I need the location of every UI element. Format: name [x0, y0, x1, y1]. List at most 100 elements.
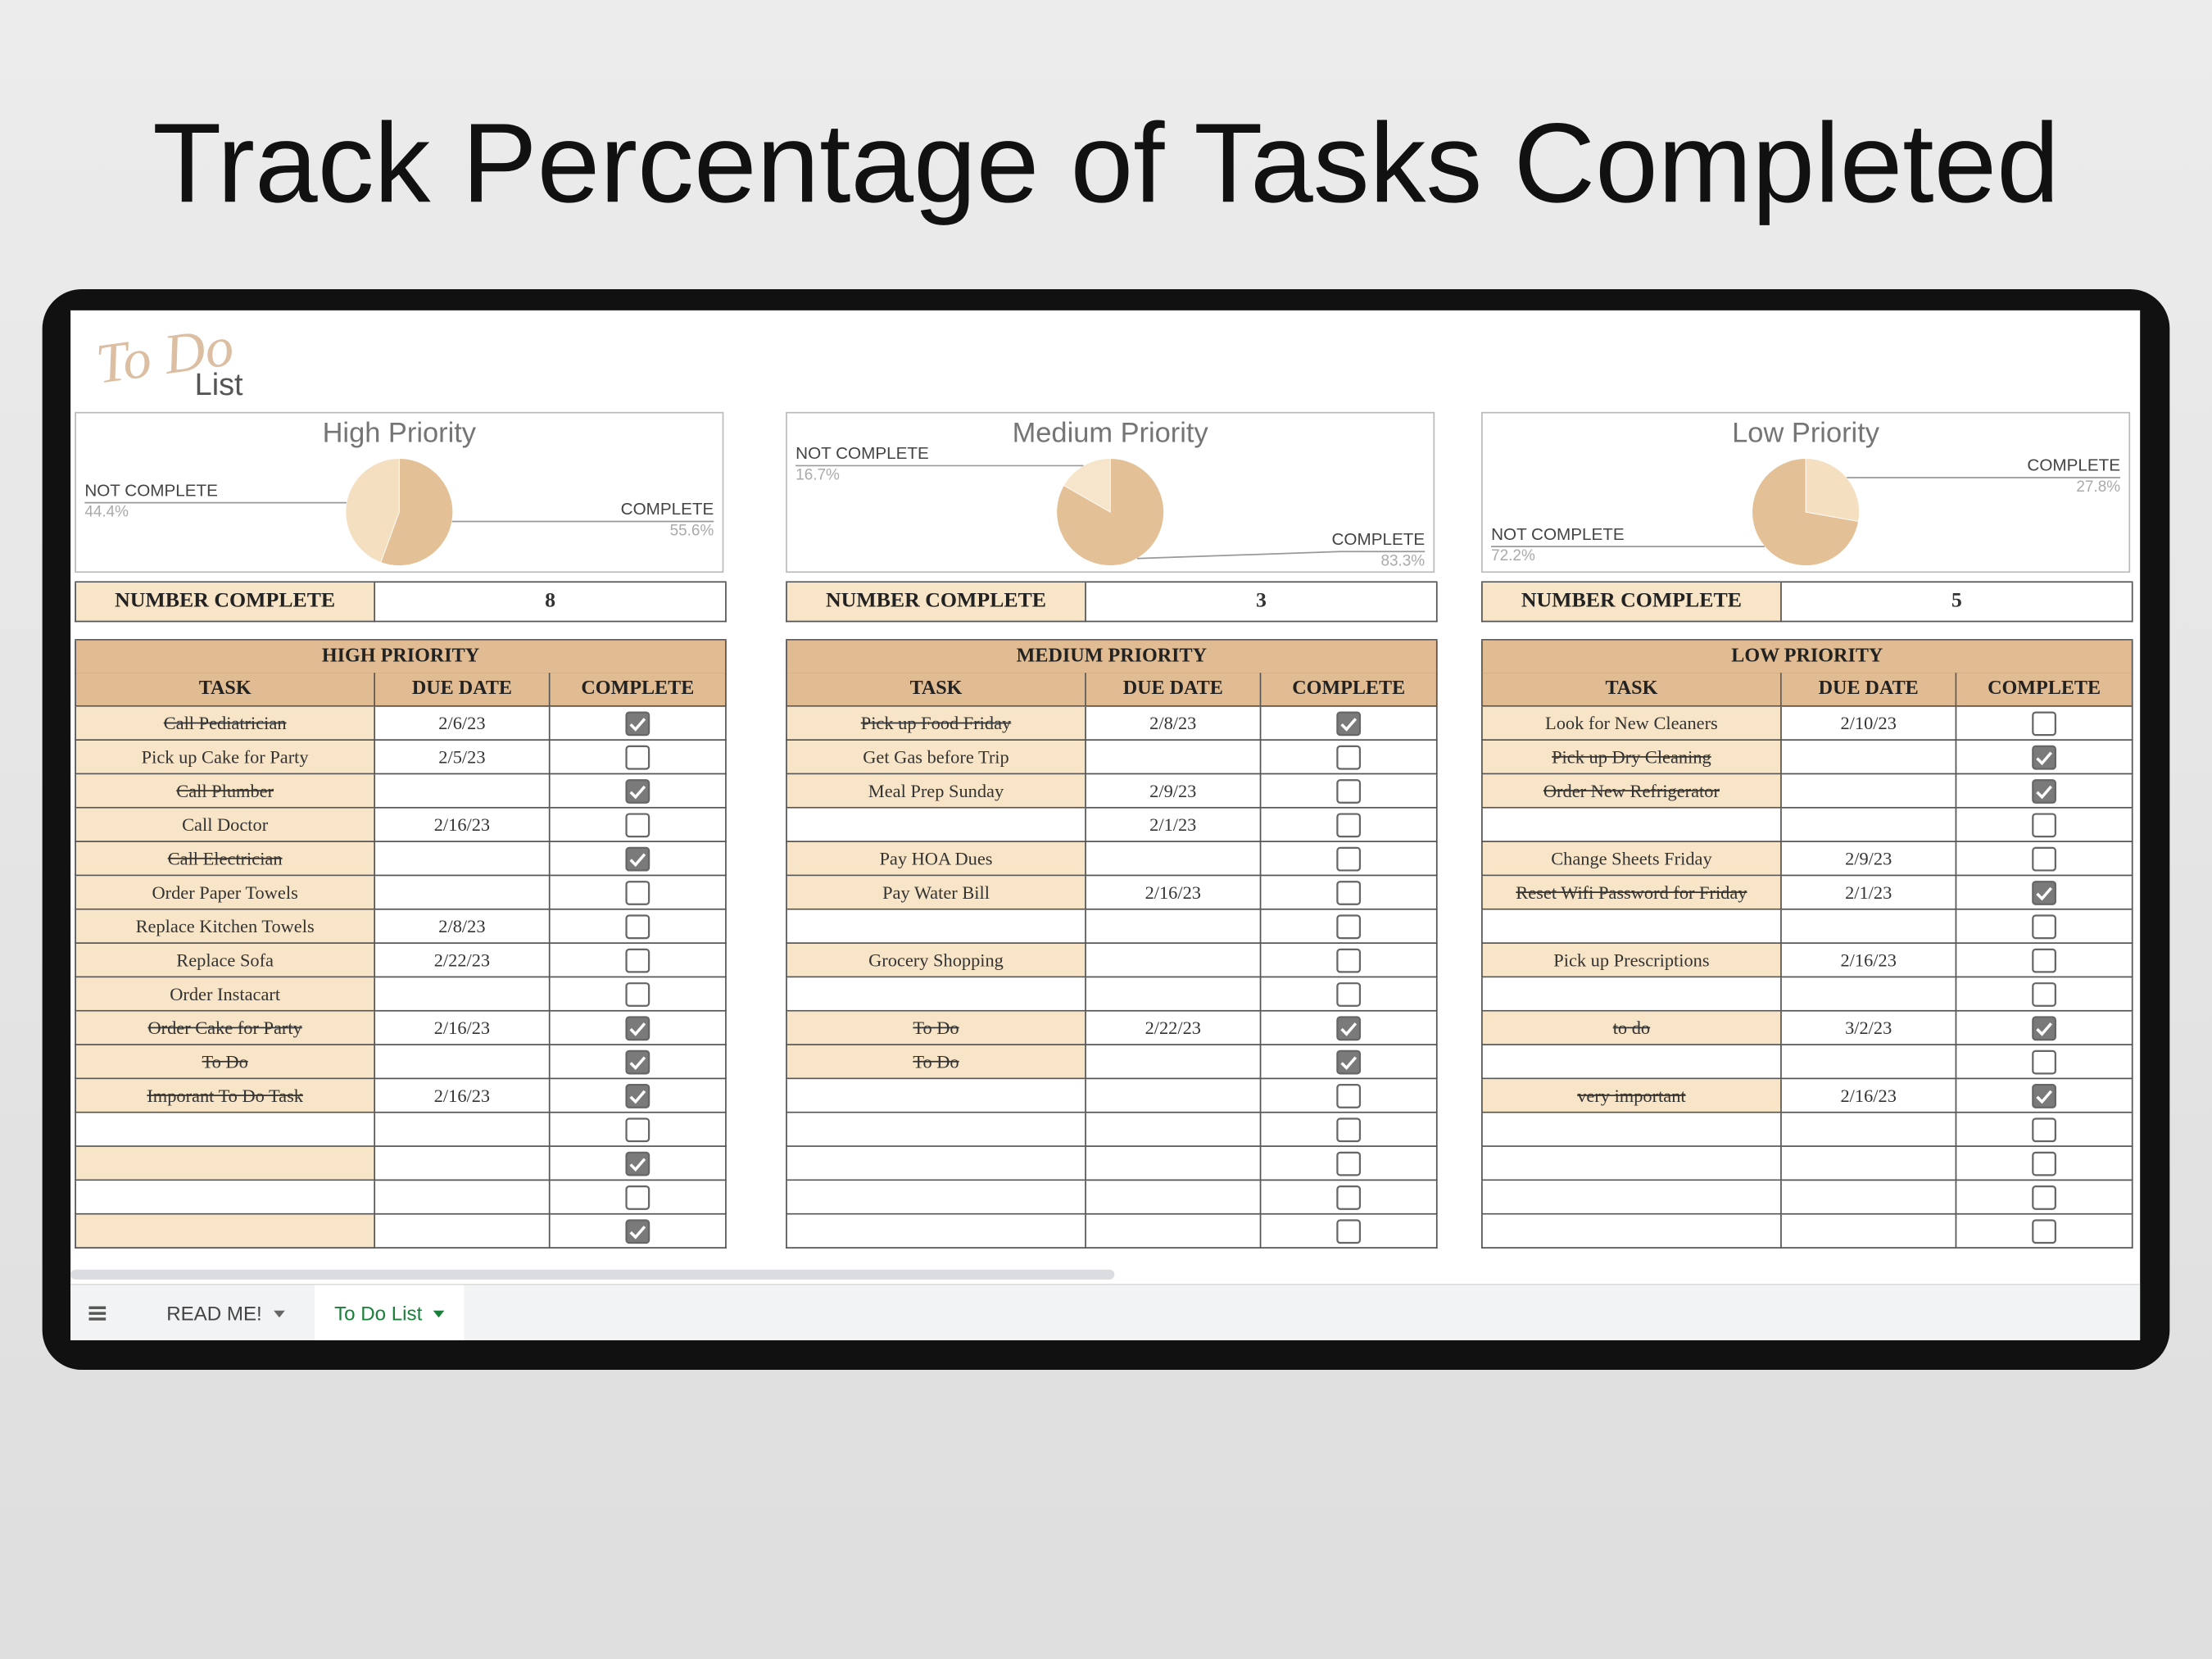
- checkbox[interactable]: [1336, 1218, 1362, 1244]
- sheet-tab[interactable]: READ ME!: [147, 1285, 304, 1340]
- task-cell: Order Cake for Party: [75, 1011, 376, 1045]
- pie-chart: Low Priority COMPLETE 27.8% NOT COMPLETE 72.…: [1491, 417, 2120, 566]
- checkbox[interactable]: [625, 1015, 650, 1040]
- checkbox[interactable]: [1336, 981, 1362, 1007]
- task-row: [1481, 1214, 2133, 1249]
- slice-value-label: 55.6%: [670, 523, 714, 540]
- task-row: Pick up Food Friday 2/8/23: [786, 706, 1438, 741]
- due-date-cell: [1086, 841, 1262, 877]
- complete-cell: [550, 774, 727, 809]
- checkbox-box: [625, 778, 650, 804]
- checkbox-box: [2032, 1117, 2056, 1142]
- checkbox[interactable]: [1336, 812, 1362, 837]
- checkbox[interactable]: [2032, 845, 2057, 871]
- task-cell: [75, 1214, 376, 1249]
- checkbox[interactable]: [2032, 778, 2057, 804]
- checkbox[interactable]: [2032, 1185, 2057, 1210]
- checkbox-box: [625, 744, 650, 769]
- checkbox[interactable]: [625, 744, 650, 769]
- checkbox[interactable]: [2032, 1015, 2057, 1040]
- checkbox[interactable]: [2032, 947, 2057, 972]
- checkbox[interactable]: [625, 880, 650, 905]
- task-row: To Do 2/22/23: [786, 1011, 1438, 1045]
- checkbox[interactable]: [625, 778, 650, 804]
- checkbox[interactable]: [625, 913, 650, 939]
- checkbox[interactable]: [1336, 947, 1362, 972]
- due-date-cell: [1086, 1214, 1262, 1249]
- checkbox[interactable]: [2032, 913, 2057, 939]
- chart-title: High Priority: [323, 417, 477, 448]
- checkbox[interactable]: [2032, 880, 2057, 905]
- column-header: DUE DATE: [1781, 673, 1957, 707]
- task-cell: [786, 1181, 1086, 1215]
- checkbox[interactable]: [625, 1150, 650, 1176]
- checkbox[interactable]: [1336, 1185, 1362, 1210]
- checkbox-box: [1336, 1083, 1362, 1108]
- checkbox[interactable]: [625, 1083, 650, 1108]
- checkbox[interactable]: [625, 1185, 650, 1210]
- due-date-cell: [1781, 1113, 1957, 1147]
- column-header: TASK: [1481, 673, 1782, 707]
- checkbox[interactable]: [625, 845, 650, 871]
- pie-slice: [1056, 458, 1164, 566]
- checkbox-box: [1336, 1150, 1362, 1176]
- task-cell: [1481, 1045, 1782, 1080]
- complete-cell: [1261, 1045, 1438, 1080]
- checkbox[interactable]: [2032, 981, 2057, 1007]
- checkbox[interactable]: [1336, 880, 1362, 905]
- pie-chart: High Priority COMPLETE 55.6% NOT COMPLETE 44…: [84, 417, 714, 566]
- checkbox[interactable]: [625, 710, 650, 736]
- checkbox-box: [2032, 913, 2056, 939]
- due-date-cell: [1086, 1146, 1262, 1181]
- due-date-cell: [1781, 977, 1957, 1012]
- due-date-cell: [1781, 741, 1957, 775]
- check-mark: [1340, 1022, 1358, 1036]
- checkbox[interactable]: [625, 1117, 650, 1142]
- checkbox[interactable]: [625, 1218, 650, 1244]
- checkbox[interactable]: [2032, 744, 2057, 769]
- checkbox[interactable]: [2032, 1117, 2057, 1142]
- checkbox[interactable]: [2032, 1150, 2057, 1176]
- checkbox[interactable]: [1336, 913, 1362, 939]
- checkbox[interactable]: [2032, 812, 2057, 837]
- checkbox[interactable]: [1336, 1150, 1362, 1176]
- checkbox[interactable]: [1336, 778, 1362, 804]
- checkbox[interactable]: [2032, 1083, 2057, 1108]
- complete-cell: [1956, 1214, 2133, 1249]
- checkbox[interactable]: [1336, 1015, 1362, 1040]
- task-row: Order Paper Towels: [75, 876, 727, 910]
- complete-cell: [550, 1079, 727, 1113]
- checkbox[interactable]: [625, 947, 650, 972]
- checkbox[interactable]: [625, 1049, 650, 1074]
- task-cell: Pay Water Bill: [786, 876, 1086, 910]
- checkbox[interactable]: [1336, 710, 1362, 736]
- checkbox[interactable]: [2032, 710, 2057, 736]
- summary-value: 8: [375, 582, 727, 623]
- checkbox[interactable]: [2032, 1218, 2057, 1244]
- all-sheets-icon[interactable]: [88, 1303, 107, 1323]
- checkbox-box: [2032, 710, 2056, 736]
- task-row: Pay HOA Dues: [786, 841, 1438, 877]
- due-date-cell: 2/22/23: [375, 943, 551, 978]
- task-row: To Do: [75, 1045, 727, 1080]
- tab-label: To Do List: [334, 1302, 423, 1325]
- table-title: MEDIUM PRIORITY: [786, 640, 1438, 675]
- checkbox[interactable]: [2032, 1049, 2057, 1074]
- complete-cell: [550, 741, 727, 775]
- leader-line: [1136, 551, 1426, 560]
- checkbox[interactable]: [625, 981, 650, 1007]
- sheet-tab[interactable]: To Do List: [314, 1285, 465, 1340]
- checkbox-box: [625, 981, 650, 1007]
- checkbox-box: [625, 812, 650, 837]
- task-row: [786, 909, 1438, 944]
- checkbox[interactable]: [1336, 845, 1362, 871]
- scrollbar[interactable]: [70, 1269, 1115, 1280]
- checkbox[interactable]: [1336, 1083, 1362, 1108]
- checkbox[interactable]: [1336, 1049, 1362, 1074]
- complete-cell: [550, 1011, 727, 1045]
- checkbox[interactable]: [1336, 744, 1362, 769]
- checkbox-box: [2032, 812, 2056, 837]
- summary-label: NUMBER COMPLETE: [75, 582, 376, 623]
- checkbox[interactable]: [625, 812, 650, 837]
- checkbox[interactable]: [1336, 1117, 1362, 1142]
